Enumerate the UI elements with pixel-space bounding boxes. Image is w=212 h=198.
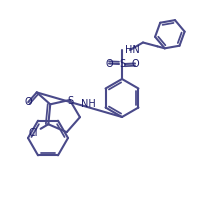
- Text: NH: NH: [81, 99, 96, 109]
- Text: S: S: [68, 96, 74, 106]
- Text: S: S: [119, 59, 125, 69]
- Text: HN: HN: [125, 45, 140, 55]
- Text: O: O: [131, 58, 139, 69]
- Text: O: O: [24, 97, 32, 107]
- Text: Cl: Cl: [29, 128, 38, 138]
- Text: O: O: [105, 58, 113, 69]
